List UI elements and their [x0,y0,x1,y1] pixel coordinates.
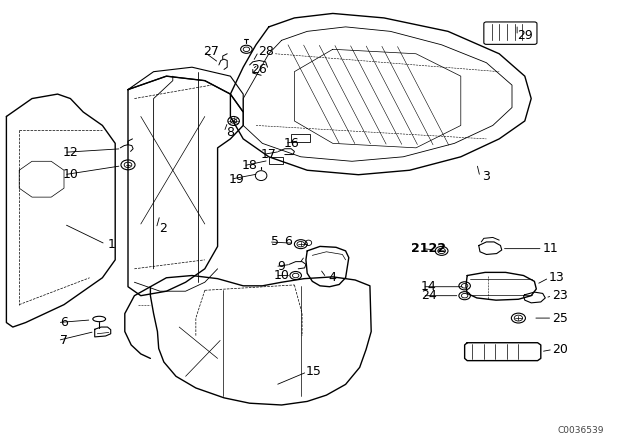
Text: 19: 19 [229,172,244,186]
FancyBboxPatch shape [291,134,310,142]
Text: 17: 17 [261,148,276,161]
Ellipse shape [290,271,301,280]
Ellipse shape [511,313,525,323]
Ellipse shape [93,316,106,322]
Text: 6: 6 [60,316,68,329]
Text: 11: 11 [543,242,558,255]
Text: 4: 4 [329,271,337,284]
Ellipse shape [121,160,135,170]
Text: 15: 15 [306,365,321,379]
Text: 18: 18 [242,159,257,172]
Text: 26: 26 [252,63,267,76]
Text: 28: 28 [258,45,273,58]
FancyBboxPatch shape [269,157,283,164]
Ellipse shape [459,292,470,300]
Ellipse shape [294,240,307,249]
Text: 20: 20 [552,343,568,356]
Text: 29: 29 [517,29,532,43]
Text: 27: 27 [204,45,219,58]
Text: 24: 24 [421,289,436,302]
Text: 14: 14 [421,280,436,293]
Text: 12: 12 [63,146,78,159]
Text: C0036539: C0036539 [558,426,604,435]
Text: 10: 10 [274,269,289,282]
Text: 25: 25 [552,311,568,325]
Text: 16: 16 [284,137,299,150]
Ellipse shape [435,246,448,255]
FancyBboxPatch shape [484,22,537,44]
Ellipse shape [459,282,470,290]
Text: 7: 7 [60,334,68,347]
Text: 23: 23 [552,289,568,302]
Text: 2122: 2122 [412,242,446,255]
Text: 2: 2 [159,222,167,235]
Text: 10: 10 [63,168,78,181]
Text: 3: 3 [483,170,490,184]
Text: 8: 8 [227,125,234,139]
Text: 5: 5 [271,235,279,249]
Text: 9: 9 [278,260,285,273]
Text: 6: 6 [284,235,292,249]
Text: 13: 13 [549,271,564,284]
Text: 1: 1 [108,237,116,251]
Ellipse shape [228,116,239,125]
